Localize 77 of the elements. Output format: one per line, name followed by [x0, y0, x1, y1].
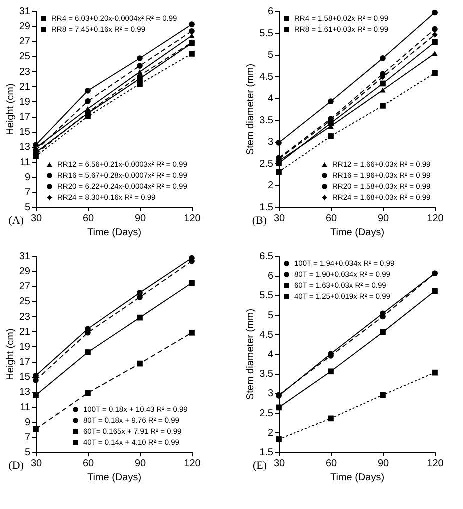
y-axis-title: Stem diameter (mm) [246, 308, 257, 400]
y-tick-label: 21 [19, 326, 31, 338]
y-tick-label: 17 [19, 357, 31, 368]
y-tick-label: 6.5 [260, 252, 274, 262]
y-tick-label: 5.5 [260, 290, 274, 302]
x-tick-label: 120 [427, 458, 444, 470]
y-tick-label: 9 [24, 417, 31, 428]
y-tick-label: 15 [19, 127, 31, 138]
y-tick-label: 1.5 [260, 448, 274, 458]
y-tick-label: 11 [20, 157, 31, 168]
x-tick-label: 120 [184, 458, 202, 470]
y-tick-label: 21 [19, 82, 31, 93]
y-axis-title: Stem diameter (mm) [246, 64, 257, 156]
x-tick-label: 90 [378, 458, 390, 470]
y-axis-title: Height (cm) [5, 328, 16, 380]
y-tick-label: 7 [24, 187, 31, 198]
text: (A) [8, 215, 24, 227]
y-tick-label: 13 [19, 142, 31, 154]
y-tick-label: 6 [268, 271, 274, 282]
y-tick-label: 3.5 [260, 369, 274, 380]
text: (D) [8, 460, 24, 472]
y-tick-label: 15 [19, 372, 31, 384]
y-tick-label: 1.5 [260, 202, 274, 214]
x-tick-label: 120 [427, 214, 444, 224]
x-tick-label: 30 [30, 458, 42, 470]
x-tick-label: 30 [274, 214, 286, 224]
y-tick-label: 6 [268, 6, 274, 18]
x-tick-label: 90 [378, 214, 390, 224]
y-tick-label: 2.5 [260, 158, 274, 170]
y-tick-label: 5 [24, 448, 31, 458]
x-tick-label: 90 [134, 214, 146, 224]
x-axis-title: Time (Days) [330, 228, 385, 238]
y-tick-label: 5 [24, 202, 31, 214]
y-tick-label: 11 [20, 402, 31, 414]
y-tick-label: 31 [19, 252, 31, 262]
y-tick-label: 4.5 [260, 72, 274, 83]
y-tick-label: 23 [19, 312, 31, 323]
y-tick-label: 2 [268, 428, 274, 439]
x-axis-title: Time (Days) [87, 228, 142, 238]
y-tick-label: 23 [19, 66, 31, 78]
y-tick-label: 29 [19, 266, 31, 278]
y-tick-label: 4.5 [260, 330, 274, 341]
x-tick-label: 60 [82, 458, 94, 470]
y-tick-label: 4 [268, 350, 274, 360]
y-tick-label: 29 [19, 22, 31, 33]
text: (B) [252, 215, 268, 227]
x-tick-label: 60 [82, 214, 94, 224]
y-tick-label: 31 [19, 6, 31, 18]
y-tick-label: 27 [19, 36, 31, 48]
y-tick-label: 25 [19, 52, 31, 63]
y-tick-label: 3.5 [260, 115, 274, 126]
x-tick-label: 30 [274, 458, 286, 470]
y-tick-label: 7 [24, 432, 31, 444]
x-tick-label: 30 [30, 214, 42, 224]
y-tick-label: 3 [268, 137, 274, 148]
x-axis-title: Time (Days) [87, 472, 142, 484]
y-tick-label: 3 [268, 388, 274, 400]
y-tick-label: 13 [19, 387, 31, 398]
y-tick-label: 17 [19, 112, 31, 124]
x-tick-label: 60 [326, 214, 338, 224]
x-axis-title: Time (Days) [330, 472, 385, 484]
y-tick-label: 27 [19, 282, 31, 293]
y-axis-title: Height (cm) [5, 84, 16, 136]
y-tick-label: 5 [268, 50, 274, 62]
y-tick-label: 9 [24, 172, 31, 184]
text: (E) [252, 460, 268, 472]
y-tick-label: 2 [268, 180, 274, 192]
x-tick-label: 60 [326, 458, 338, 470]
x-tick-label: 90 [134, 458, 146, 470]
y-tick-label: 5 [268, 310, 274, 322]
y-tick-label: 2.5 [260, 408, 274, 420]
y-tick-label: 5.5 [260, 28, 274, 40]
y-tick-label: 19 [19, 342, 31, 353]
y-tick-label: 25 [19, 296, 31, 308]
x-tick-label: 120 [184, 214, 202, 224]
y-tick-label: 4 [268, 94, 274, 105]
y-tick-label: 19 [19, 96, 31, 108]
